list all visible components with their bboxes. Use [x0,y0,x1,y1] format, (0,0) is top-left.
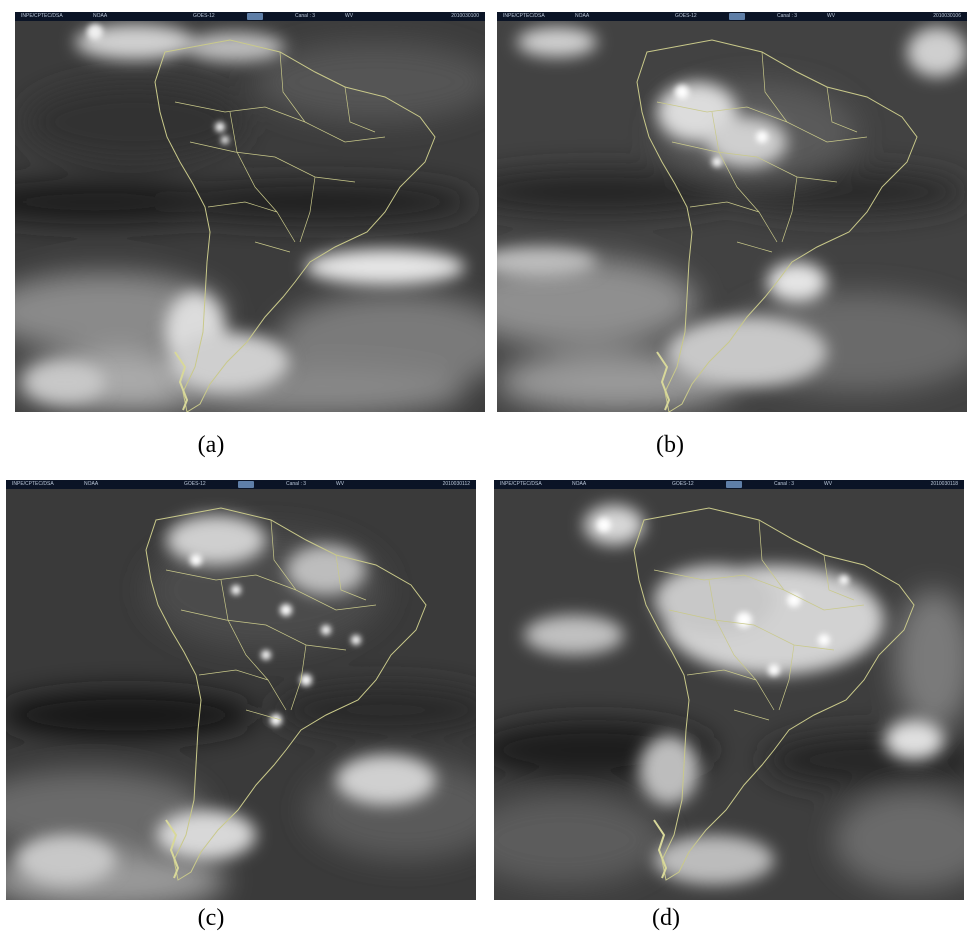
header-satellite: GOES-12 [193,13,215,19]
water-vapor-image [15,12,485,412]
header-agency: NOAA [93,13,108,19]
caption-c: (c) [197,905,225,931]
satellite-image-c: INPE/CPTEC/DSA NOAA GOES-12 Canal : 3 WV… [6,480,476,900]
image-header-bar: INPE/CPTEC/DSA NOAA GOES-12 Canal : 3 WV… [497,12,967,21]
header-org: INPE/CPTEC/DSA [500,481,542,487]
header-timestamp: 2010030118 [930,481,958,487]
header-agency: NOAA [575,13,590,19]
satellite-image-a: INPE/CPTEC/DSA NOAA GOES-12 Canal : 3 WV… [15,12,485,412]
image-header-bar: INPE/CPTEC/DSA NOAA GOES-12 Canal : 3 WV… [494,480,964,489]
header-band: WV [824,481,833,487]
header-timestamp: 2010030100 [451,13,479,19]
image-header-bar: INPE/CPTEC/DSA NOAA GOES-12 Canal : 3 WV… [15,12,485,21]
cptec-logo-icon [247,13,263,20]
water-vapor-image [497,12,967,412]
cptec-logo-icon [238,481,254,488]
caption-d: (d) [652,905,680,931]
header-satellite: GOES-12 [672,481,694,487]
header-org: INPE/CPTEC/DSA [503,13,545,19]
header-channel: Canal : 3 [774,481,795,487]
cptec-logo-icon [726,481,742,488]
header-agency: NOAA [84,481,99,487]
header-band: WV [345,13,354,19]
header-timestamp: 2010030106 [933,13,961,19]
cptec-logo-icon [729,13,745,20]
header-org: INPE/CPTEC/DSA [12,481,54,487]
caption-a: (a) [197,432,225,458]
header-band: WV [827,13,836,19]
image-header-bar: INPE/CPTEC/DSA NOAA GOES-12 Canal : 3 WV… [6,480,476,489]
header-channel: Canal : 3 [295,13,316,19]
header-org: INPE/CPTEC/DSA [21,13,63,19]
satellite-image-d: INPE/CPTEC/DSA NOAA GOES-12 Canal : 3 WV… [494,480,964,900]
header-agency: NOAA [572,481,587,487]
water-vapor-image [6,480,476,900]
satellite-image-b: INPE/CPTEC/DSA NOAA GOES-12 Canal : 3 WV… [497,12,967,412]
water-vapor-image [494,480,964,900]
caption-b: (b) [656,432,684,458]
header-satellite: GOES-12 [675,13,697,19]
header-timestamp: 2010030112 [442,481,470,487]
header-satellite: GOES-12 [184,481,206,487]
header-band: WV [336,481,345,487]
header-channel: Canal : 3 [286,481,307,487]
header-channel: Canal : 3 [777,13,798,19]
